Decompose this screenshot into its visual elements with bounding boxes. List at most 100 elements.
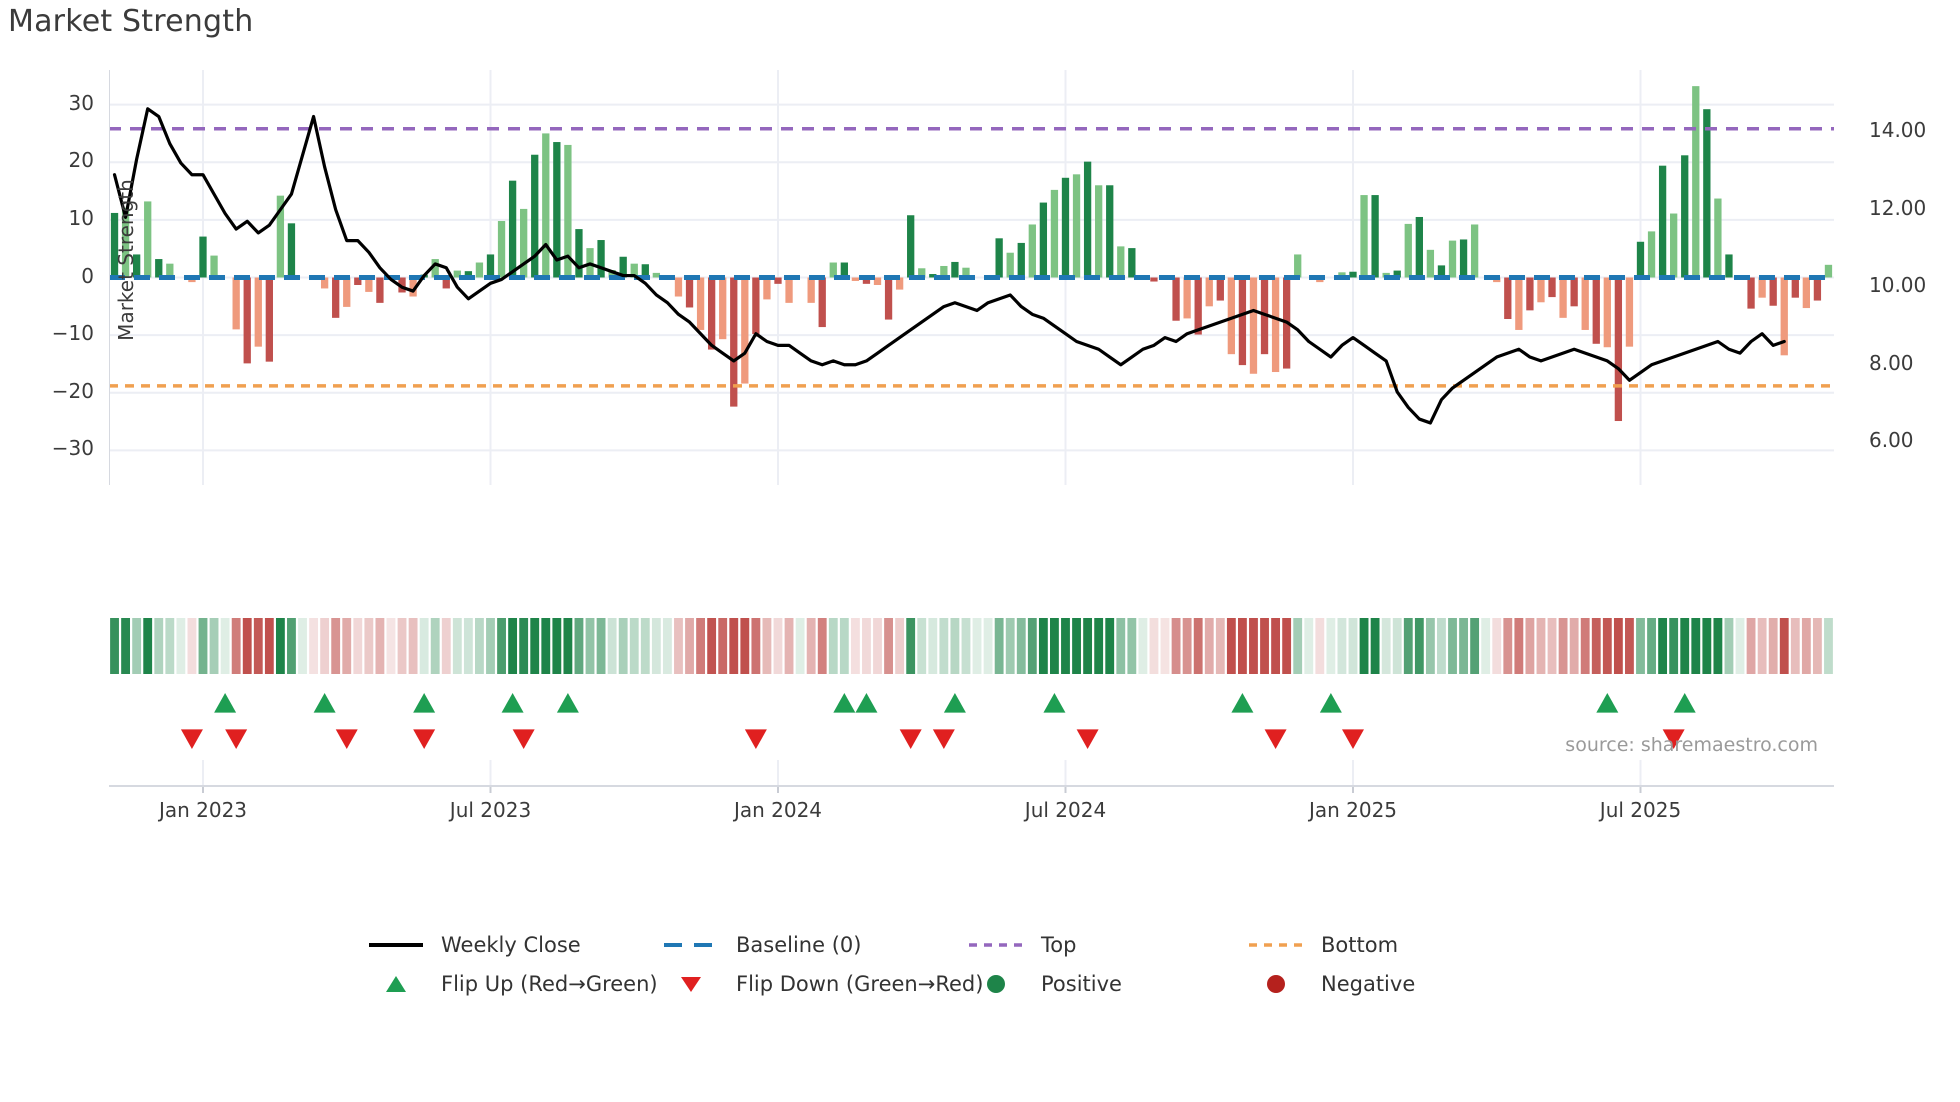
strength-bar: [354, 277, 362, 285]
strength-bar: [442, 277, 450, 289]
legend-item[interactable]: Positive: [965, 964, 1122, 1003]
heatmap-cell: [497, 618, 506, 674]
heatmap-cell: [596, 618, 606, 674]
strength-bar: [730, 277, 738, 407]
strength-bar: [1703, 109, 1711, 278]
legend-item[interactable]: Top: [965, 925, 1076, 964]
flip-up-marker: [556, 693, 579, 713]
flip-up-marker: [943, 693, 966, 713]
heatmap-cell: [817, 618, 827, 674]
strength-bar: [1194, 277, 1202, 335]
heatmap-cell: [928, 618, 938, 674]
main-plot-area: Market Strength Weekly Close Price 30201…: [52, 70, 1926, 485]
heatmap-cell: [1514, 618, 1524, 674]
legend-item[interactable]: Flip Down (Green→Red): [660, 964, 983, 1003]
strength-bar: [144, 201, 152, 278]
heatmap-cell: [1260, 618, 1269, 674]
strength-bar: [895, 277, 904, 290]
flip-down-marker: [1076, 729, 1099, 749]
heatmap-cell: [1437, 618, 1446, 674]
heatmap-cell: [342, 618, 352, 674]
heatmap-cell: [143, 618, 153, 674]
heatmap-cell: [1658, 618, 1668, 674]
flip-down-marker: [1341, 729, 1364, 749]
strength-bar: [1271, 277, 1280, 373]
strength-bar: [707, 277, 716, 350]
heatmap-cell: [828, 618, 838, 674]
legend-item[interactable]: Bottom: [1245, 925, 1398, 964]
weekly-close-path: [112, 107, 1786, 425]
heatmap-cell: [1613, 618, 1623, 674]
strength-bar: [940, 265, 948, 278]
heatmap-cell: [287, 618, 296, 674]
legend-item[interactable]: Baseline (0): [660, 925, 861, 964]
strength-bar: [1404, 223, 1412, 278]
heatmap-cell: [740, 618, 750, 674]
strength-bar: [641, 264, 649, 278]
strength-bar: [132, 254, 141, 278]
heatmap-cell: [906, 618, 916, 674]
strength-bar: [1172, 277, 1180, 321]
strength-bar: [1515, 277, 1523, 330]
heatmap-cell: [773, 618, 783, 674]
flip-down-marker: [512, 729, 535, 749]
heatmap-cell: [253, 618, 263, 674]
strength-bar: [741, 277, 749, 384]
strength-bar: [862, 277, 871, 284]
heatmap-cell: [176, 618, 186, 674]
y-tick-left: −30: [51, 436, 94, 461]
strength-bar: [1802, 277, 1811, 309]
heatmap-cell: [541, 618, 551, 674]
strength-bar: [608, 270, 616, 278]
circle-icon: [987, 974, 1005, 993]
strength-bar: [553, 142, 561, 278]
y-tick-right: 12.00: [1869, 195, 1927, 220]
strength-bar: [929, 274, 937, 278]
strength-bar: [1603, 277, 1611, 348]
legend-label: Top: [1041, 932, 1077, 957]
heatmap-cell: [508, 618, 518, 674]
strength-bar: [1106, 185, 1114, 278]
flip-down-marker: [1662, 729, 1685, 749]
heatmap-cell: [1403, 618, 1413, 674]
strength-bar: [1061, 177, 1070, 278]
heatmap-cell: [110, 618, 119, 674]
strength-bar: [1028, 224, 1036, 278]
heatmap-cell: [1237, 618, 1247, 674]
legend-item[interactable]: Negative: [1245, 964, 1415, 1003]
heatmap-cell: [1326, 618, 1336, 674]
strength-bar: [1017, 242, 1025, 278]
strength-bar: [542, 133, 550, 278]
strength-bar: [1117, 246, 1125, 278]
heatmap-cell: [1182, 618, 1192, 674]
strength-bar: [1592, 277, 1600, 344]
heatmap-cell: [994, 618, 1004, 674]
strength-bar: [1448, 240, 1457, 278]
triangle-up-icon: [386, 975, 406, 992]
strength-bar: [1470, 224, 1479, 278]
strength-bar: [232, 277, 240, 330]
heatmap-cell: [1226, 618, 1236, 674]
strength-bar: [1681, 155, 1689, 278]
strength-heatmap-strip: [109, 618, 1834, 680]
heatmap-cell: [839, 618, 849, 674]
heatmap-cell: [1005, 618, 1015, 674]
heatmap-cell: [408, 618, 418, 674]
strength-bar: [1658, 165, 1667, 278]
y-tick-left: −20: [51, 378, 94, 403]
heatmap-cell: [1801, 618, 1811, 674]
strength-bar: [829, 262, 837, 278]
heatmap-cell: [331, 618, 341, 674]
legend-item[interactable]: Weekly Close: [365, 925, 581, 964]
heatmap-cell: [463, 618, 473, 674]
x-tick-label: Jan 2025: [1308, 798, 1398, 822]
dashed-line-glyph: [664, 942, 718, 947]
strength-bar: [1205, 277, 1213, 307]
triangle-up-icon: [365, 973, 427, 995]
line-glyph: [369, 942, 423, 947]
legend-item[interactable]: Flip Up (Red→Green): [365, 964, 658, 1003]
strength-bar: [365, 277, 373, 292]
heatmap-cell: [1072, 618, 1081, 674]
heatmap-cell: [563, 618, 573, 674]
